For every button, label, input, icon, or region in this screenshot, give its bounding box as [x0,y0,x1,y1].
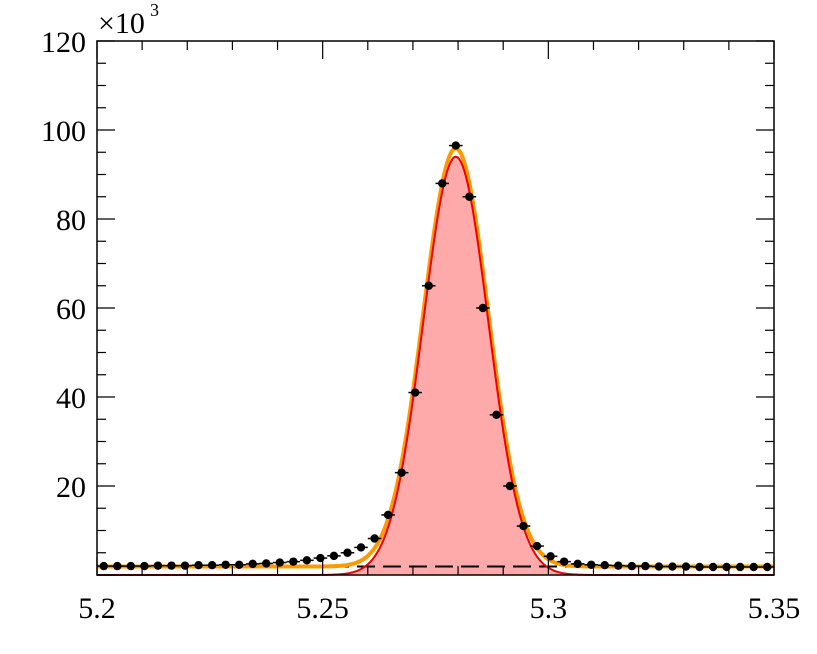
y-multiplier-exponent: 3 [150,0,159,20]
data-point [735,562,745,572]
data-point [180,561,190,570]
data-point [519,521,528,531]
data-point [153,561,163,570]
data-point [681,562,691,571]
y-tick-label: 60 [56,293,86,326]
data-point [275,558,284,567]
y-multiplier-base: ×10 [98,7,145,40]
data-point [207,561,217,570]
data-point [248,559,257,569]
data-point [587,560,596,569]
data-point [573,559,582,569]
data-point [383,510,393,520]
data-point [641,561,650,571]
data-point [451,141,461,150]
data-point [505,481,515,491]
data-point [99,561,108,571]
data-point [695,562,704,572]
data-point [492,410,501,419]
data-point [438,179,447,188]
data-point [397,468,406,477]
data-point [708,562,718,572]
data-point [532,541,542,551]
axis-ticks-layer [96,40,775,576]
data-point [262,559,271,568]
data-point [722,562,731,572]
x-tick-label: 5.2 [78,592,116,625]
y-tick-label: 20 [56,471,86,504]
x-tick-label: 5.25 [296,592,349,625]
y-tick-label: 100 [41,115,86,148]
data-point [194,561,203,570]
data-point [221,560,230,569]
data-point [234,560,244,569]
data-point [424,281,433,290]
x-tick-label: 5.35 [748,592,801,625]
data-point [113,561,122,571]
data-point [559,557,569,566]
y-tick-label: 120 [41,26,86,59]
data-point [614,561,623,570]
data-point [126,561,136,571]
data-point [763,562,772,572]
data-point [356,543,366,552]
data-points-layer [97,141,774,572]
y-tick-label: 80 [56,204,86,237]
data-point [329,551,339,561]
data-point [627,561,637,571]
data-point [668,562,677,571]
data-point [465,192,474,201]
data-point [302,556,312,565]
tick-labels-layer: 5.2 5.25 5.3 5.35 20 40 60 80 100 120 [41,26,800,625]
signal-fill-layer [97,156,774,575]
x-tick-label: 5.3 [530,592,568,625]
data-point [140,561,149,571]
data-point [289,557,298,566]
signal-fill-area [97,156,774,575]
data-point [410,388,420,397]
data-point [600,561,609,570]
data-point [167,561,176,570]
data-point [654,562,664,571]
data-point [546,552,555,561]
data-point [316,553,325,563]
data-point [749,562,758,572]
data-point [478,303,488,313]
y-tick-label: 40 [56,382,86,415]
data-point [370,534,379,543]
data-point [343,548,352,557]
